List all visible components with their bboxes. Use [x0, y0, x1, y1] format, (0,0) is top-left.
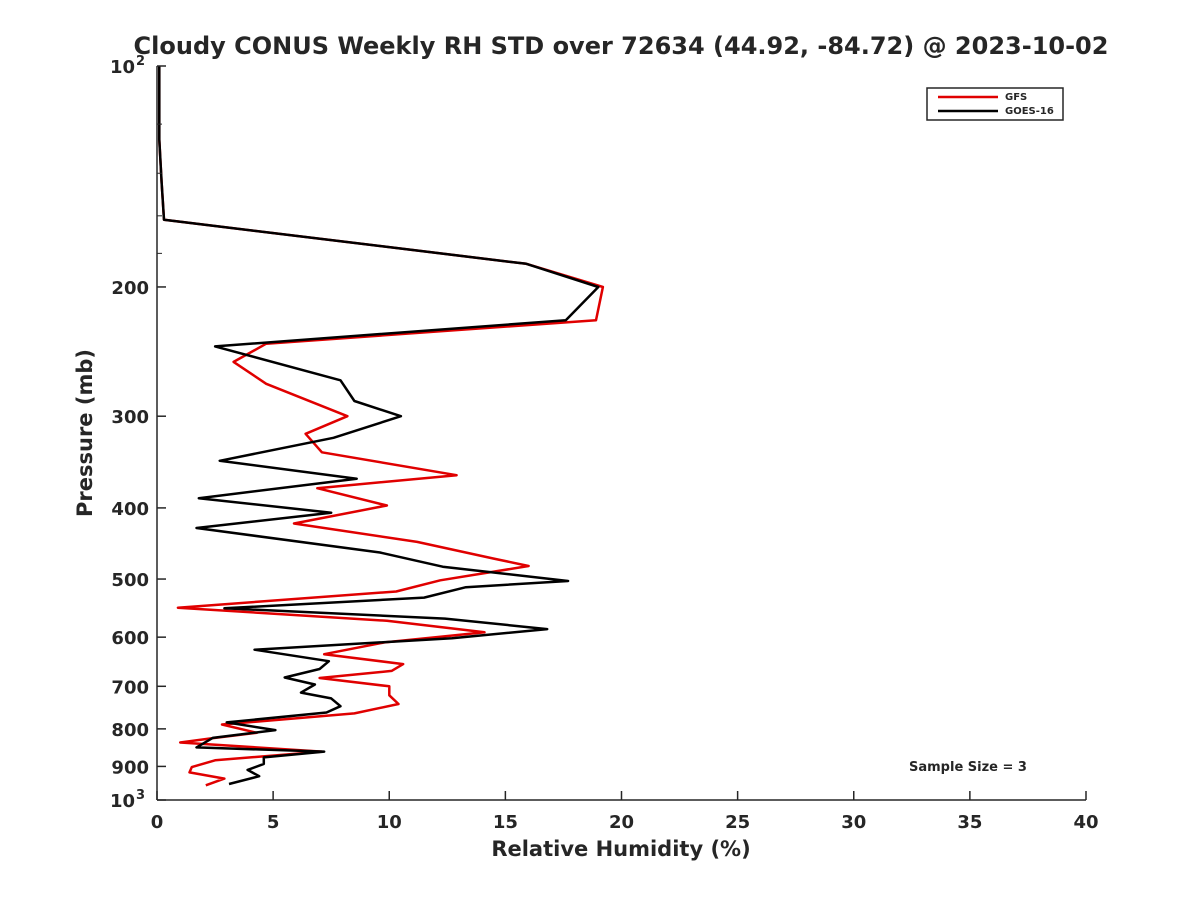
- legend: GFS GOES-16: [926, 87, 1064, 121]
- legend-box: [926, 87, 1064, 121]
- y-tick-label: 600: [111, 628, 149, 649]
- x-tick-label: 40: [1073, 812, 1098, 833]
- y-tick-exponent: 3: [136, 788, 145, 803]
- chart-title: Cloudy CONUS Weekly RH STD over 72634 (4…: [134, 32, 1109, 60]
- legend-label-gfs: GFS: [1005, 92, 1027, 103]
- sample-size-annotation: Sample Size = 3: [909, 760, 1027, 775]
- y-tick-label: 700: [111, 677, 149, 698]
- y-tick-exponent: 2: [136, 54, 145, 69]
- y-tick-label: 400: [111, 499, 149, 520]
- x-axis-label: Relative Humidity (%): [491, 837, 750, 861]
- x-tick-label: 15: [493, 812, 518, 833]
- y-tick-label: 300: [111, 407, 149, 428]
- y-tick-label: 800: [111, 720, 149, 741]
- y-tick-label: 10: [110, 57, 135, 78]
- x-tick-label: 0: [151, 812, 164, 833]
- y-tick-label: 500: [111, 570, 149, 591]
- series-layer: [158, 66, 605, 787]
- x-tick-label: 10: [377, 812, 402, 833]
- x-tick-label: 35: [957, 812, 982, 833]
- legend-label-goes16: GOES-16: [1005, 106, 1054, 117]
- series-line-goes16: [158, 66, 600, 786]
- x-tick-label: 30: [841, 812, 866, 833]
- x-tick-group: 0 5 10 15 20 25 30 35 40: [151, 791, 1099, 833]
- x-tick-label: 20: [609, 812, 634, 833]
- y-tick-label: 10: [110, 791, 135, 812]
- y-tick-label: 200: [111, 278, 149, 299]
- x-tick-label: 25: [725, 812, 750, 833]
- y-tick-label: 900: [111, 757, 149, 778]
- x-tick-label: 5: [267, 812, 280, 833]
- y-axis-label: Pressure (mb): [73, 349, 97, 517]
